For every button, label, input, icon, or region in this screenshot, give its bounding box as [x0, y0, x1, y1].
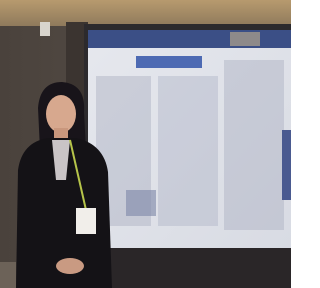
hands — [56, 258, 84, 274]
poster-title-box — [136, 56, 202, 68]
page — [0, 0, 291, 288]
foreground-object — [0, 262, 16, 288]
poster-header-band — [88, 30, 291, 48]
wall-outlet — [40, 22, 50, 36]
poster-text-lines — [96, 60, 284, 230]
poster-side-panel — [282, 130, 291, 200]
poster-figure — [126, 190, 156, 216]
poster-column — [224, 60, 284, 230]
board-base — [84, 248, 291, 288]
name-badge — [76, 208, 96, 234]
poster-column — [158, 76, 218, 226]
photo — [0, 0, 291, 288]
face — [46, 95, 76, 133]
poster-header-photo — [230, 32, 260, 46]
